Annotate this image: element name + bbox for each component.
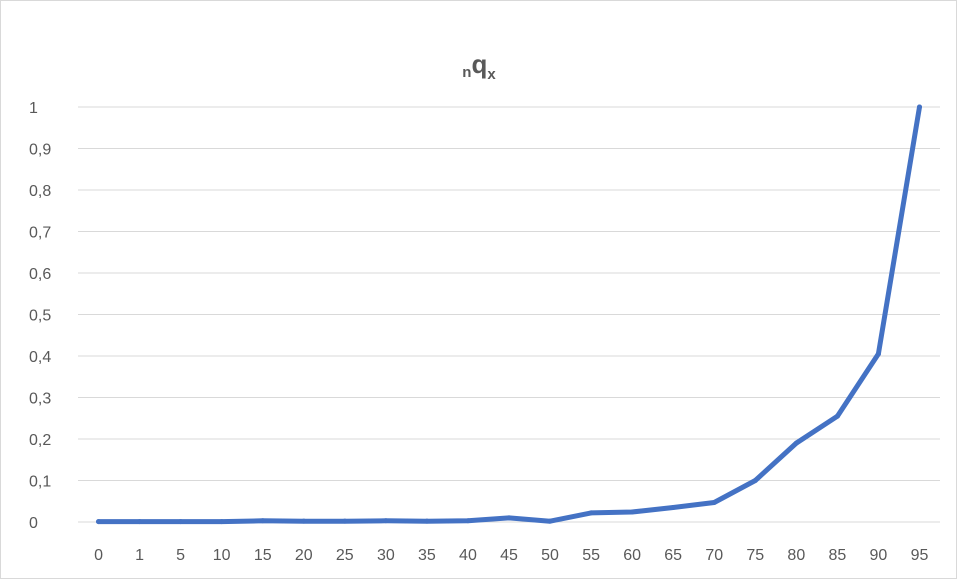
x-tick-label: 60 bbox=[623, 547, 641, 564]
title-suffix: x bbox=[487, 66, 496, 83]
y-axis-ticks: 0 0,1 0,2 0,3 0,4 0,5 0,6 0,7 0,8 0,9 1 bbox=[29, 100, 51, 532]
data-point bbox=[793, 440, 799, 446]
x-tick-label: 50 bbox=[541, 547, 559, 564]
data-point bbox=[834, 413, 840, 419]
x-tick-label: 30 bbox=[377, 547, 395, 564]
x-tick-label: 85 bbox=[828, 547, 846, 564]
data-point bbox=[342, 518, 348, 524]
x-tick-label: 95 bbox=[911, 547, 929, 564]
data-point bbox=[465, 518, 471, 524]
y-tick-label: 0 bbox=[29, 515, 38, 532]
y-tick-label: 0,2 bbox=[29, 432, 51, 449]
y-tick-label: 0,3 bbox=[29, 391, 51, 408]
x-tick-label: 25 bbox=[336, 547, 354, 564]
data-point bbox=[301, 518, 307, 524]
chart-title-text: nqx bbox=[462, 49, 496, 83]
data-point bbox=[752, 478, 758, 483]
data-point bbox=[424, 518, 430, 524]
y-tick-label: 0,9 bbox=[29, 142, 51, 159]
data-point bbox=[96, 519, 102, 525]
x-axis-ticks: 0 1 5 10 15 20 25 30 35 40 45 50 55 60 65 70 75 80 85 90 95 bbox=[94, 547, 928, 564]
y-tick-label: 0,1 bbox=[29, 474, 51, 491]
y-tick-label: 0,8 bbox=[29, 183, 51, 200]
data-point bbox=[670, 504, 676, 510]
y-tick-label: 0,7 bbox=[29, 225, 51, 242]
data-point bbox=[916, 104, 922, 110]
x-tick-label: 15 bbox=[254, 547, 272, 564]
title-prefix: n bbox=[462, 64, 471, 81]
y-tick-label: 0,5 bbox=[29, 308, 51, 325]
series-layer bbox=[96, 104, 922, 525]
x-tick-label: 45 bbox=[500, 547, 518, 564]
x-tick-label: 65 bbox=[664, 547, 682, 564]
x-tick-label: 40 bbox=[459, 547, 477, 564]
x-tick-label: 80 bbox=[787, 547, 805, 564]
data-point bbox=[219, 519, 225, 525]
gridlines bbox=[78, 106, 940, 523]
x-tick-label: 35 bbox=[418, 547, 436, 564]
data-point bbox=[588, 510, 594, 516]
x-tick-label: 90 bbox=[870, 547, 888, 564]
x-tick-label: 0 bbox=[94, 547, 103, 564]
data-point bbox=[383, 518, 389, 524]
x-tick-label: 10 bbox=[213, 547, 231, 564]
y-tick-label: 0,4 bbox=[29, 349, 51, 366]
data-point bbox=[875, 351, 881, 357]
x-tick-label: 55 bbox=[582, 547, 600, 564]
y-tick-label: 0,6 bbox=[29, 266, 51, 283]
data-point bbox=[506, 515, 512, 521]
y-tick-label: 1 bbox=[29, 100, 38, 117]
x-tick-label: 5 bbox=[176, 547, 185, 564]
x-tick-label: 1 bbox=[135, 547, 144, 564]
x-tick-label: 70 bbox=[705, 547, 723, 564]
title-main: q bbox=[471, 49, 487, 79]
chart-title: nqx bbox=[462, 49, 496, 83]
x-tick-label: 75 bbox=[746, 547, 764, 564]
data-point bbox=[260, 518, 266, 524]
data-point bbox=[711, 499, 717, 505]
data-point bbox=[178, 519, 184, 525]
data-point bbox=[629, 509, 635, 515]
x-tick-label: 20 bbox=[295, 547, 313, 564]
data-point bbox=[547, 518, 553, 524]
data-point bbox=[137, 519, 143, 525]
